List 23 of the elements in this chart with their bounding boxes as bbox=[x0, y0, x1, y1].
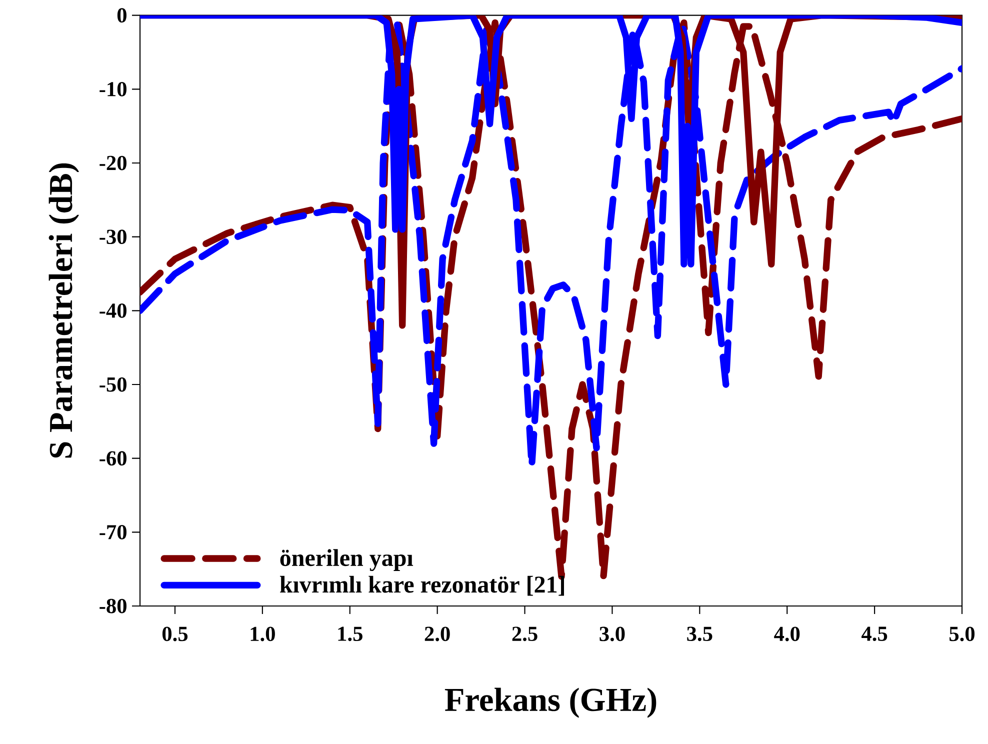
x-tick-label: 1.5 bbox=[338, 626, 362, 642]
x-tick-label: 0.5 bbox=[162, 626, 188, 642]
y-tick-label: -20 bbox=[100, 156, 126, 170]
y-tick-label: -30 bbox=[100, 230, 126, 244]
y-tick-label: -10 bbox=[100, 82, 126, 96]
x-tick-label: 3.0 bbox=[600, 626, 625, 642]
y-tick-label: -60 bbox=[100, 451, 126, 466]
y-tick-label: -50 bbox=[100, 377, 126, 392]
x-tick-label: 4.5 bbox=[862, 626, 888, 642]
legend-label: kıvrımlı kare rezonatör [21] bbox=[280, 576, 564, 596]
legend-label: önerilen yapı bbox=[280, 549, 414, 572]
x-tick-label: 2.0 bbox=[424, 626, 450, 642]
y-axis-title: S Parametreleri (dB) bbox=[48, 163, 80, 458]
y-tick-label: -40 bbox=[100, 303, 126, 318]
y-tick-label: -70 bbox=[100, 524, 126, 540]
x-axis-title: Frekans (GHz) bbox=[444, 688, 656, 718]
x-tick-label: 5.0 bbox=[950, 626, 975, 642]
y-tick-label: 0 bbox=[117, 8, 126, 23]
x-tick-label: 1.0 bbox=[250, 626, 275, 642]
y-tick-label: -80 bbox=[100, 598, 126, 614]
x-tick-label: 3.5 bbox=[687, 626, 712, 642]
x-tick-label: 2.5 bbox=[512, 626, 538, 642]
x-tick-label: 4.0 bbox=[774, 626, 800, 642]
